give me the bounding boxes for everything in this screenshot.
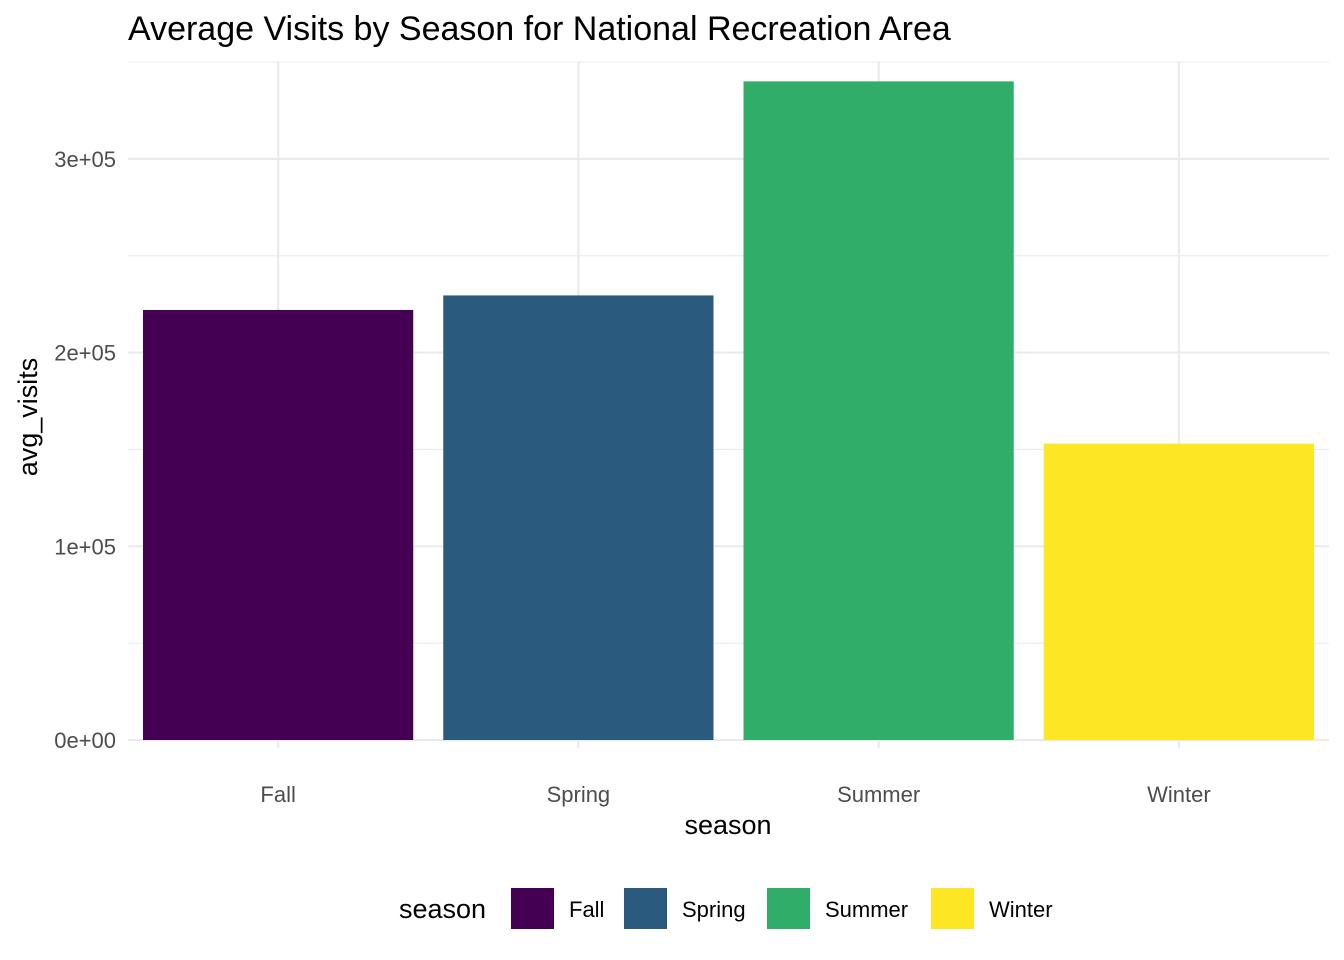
legend-label-summer: Summer	[825, 897, 908, 922]
bar-summer	[743, 81, 1014, 740]
y-axis-title: avg_visits	[13, 358, 43, 477]
legend-label-spring: Spring	[682, 897, 746, 922]
y-tick-label: 3e+05	[54, 147, 116, 172]
y-tick-label: 1e+05	[54, 534, 116, 559]
x-axis-title: season	[684, 810, 771, 840]
x-tick-label-fall: Fall	[260, 782, 295, 807]
x-tick-label-winter: Winter	[1147, 782, 1211, 807]
legend: season Fall Spring Summer Winter	[399, 888, 1053, 929]
y-tick-label: 0e+00	[54, 728, 116, 753]
legend-label-fall: Fall	[569, 897, 604, 922]
bar-winter	[1043, 443, 1314, 740]
bar-spring	[443, 295, 714, 740]
y-axis-ticks: 0e+00 1e+05 2e+05 3e+05	[54, 147, 116, 753]
legend-key-fall	[511, 888, 554, 929]
legend-title: season	[399, 894, 486, 924]
y-tick-label: 2e+05	[54, 341, 116, 366]
chart-title: Average Visits by Season for National Re…	[128, 10, 951, 48]
bar-fall	[143, 309, 414, 740]
x-axis-ticks: Fall Spring Summer Winter	[260, 782, 1210, 807]
x-tick-label-summer: Summer	[837, 782, 920, 807]
legend-label-winter: Winter	[989, 897, 1053, 922]
bars	[143, 81, 1314, 740]
x-tick-label-spring: Spring	[547, 782, 611, 807]
legend-key-winter	[931, 888, 974, 929]
legend-key-spring	[624, 888, 667, 929]
legend-key-summer	[767, 888, 810, 929]
